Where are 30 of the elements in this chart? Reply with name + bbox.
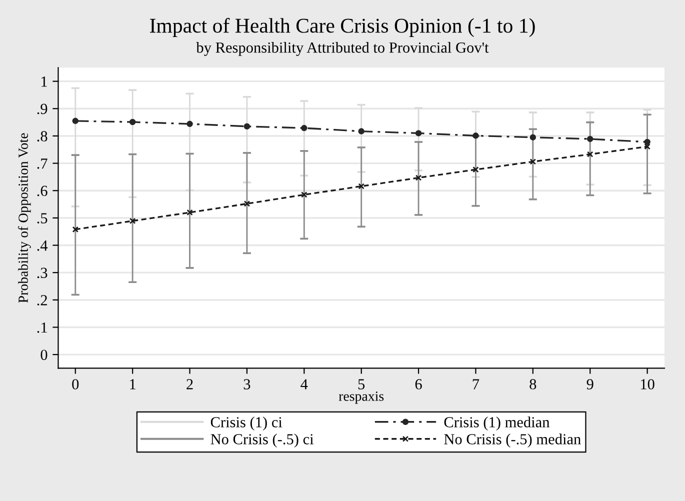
legend-label: Crisis (1) median <box>444 416 550 430</box>
x-tick-label: 6 <box>415 379 422 390</box>
legend-label: No Crisis (-.5) median <box>444 434 581 448</box>
y-tick-label: .3 <box>37 268 48 278</box>
y-tick-label: 1 <box>42 76 47 87</box>
legend-label: No Crisis (-.5) ci <box>210 434 314 448</box>
x-tick-label: 10 <box>641 379 654 390</box>
x-tick-label: 1 <box>130 379 136 390</box>
y-tick-label: 0 <box>40 350 48 360</box>
y-axis-title: Probability of Opposition Vote <box>18 133 31 303</box>
chart-title: Impact of Health Care Crisis Opinion (-1 to 1) <box>150 18 535 37</box>
x-tick-label: 9 <box>586 379 594 390</box>
y-tick-label: .9 <box>37 104 48 114</box>
y-tick-label: .7 <box>37 158 48 169</box>
x-tick-label: 0 <box>72 379 79 390</box>
y-tick-label: .4 <box>37 240 48 251</box>
legend-label: Crisis (1) ci <box>210 416 282 430</box>
x-tick-label: 7 <box>472 379 480 390</box>
y-tick-label: .8 <box>37 131 48 142</box>
x-tick-label: 8 <box>530 379 536 390</box>
y-tick-label: .2 <box>37 295 47 306</box>
y-tick-label: .1 <box>37 322 47 333</box>
x-tick-label: 4 <box>300 379 308 390</box>
y-tick-label: .6 <box>37 186 48 196</box>
chart-subtitle: by Responsibility Attributed to Provincial Gov't <box>196 42 489 56</box>
x-axis-title: respaxis <box>338 392 384 404</box>
x-tick-label: 5 <box>358 379 365 390</box>
x-tick-label: 2 <box>186 379 193 390</box>
y-tick-label: .5 <box>37 213 48 224</box>
x-tick-label: 3 <box>244 379 250 390</box>
